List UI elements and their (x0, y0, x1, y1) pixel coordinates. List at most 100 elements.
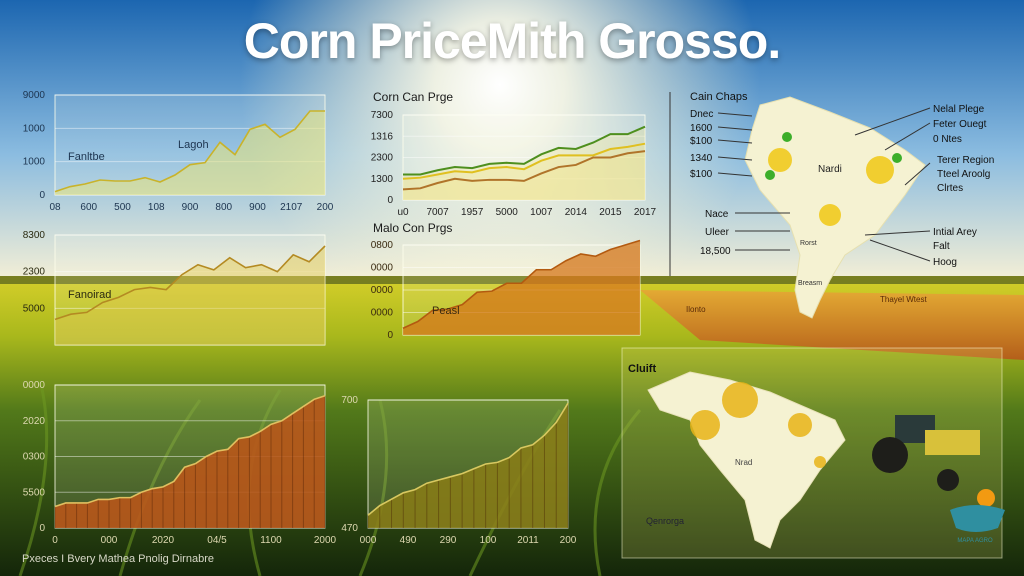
y-tick-label: 2300 (23, 267, 46, 278)
tractor-wheel (872, 437, 908, 473)
y-tick-label: 0000 (371, 285, 394, 296)
y-tick-label: 1316 (371, 131, 394, 142)
x-tick-label: 800 (215, 202, 232, 213)
y-tick-label: 0000 (371, 308, 394, 319)
map-small-label: Ilonto (686, 305, 706, 314)
y-tick-label: 470 (341, 523, 358, 534)
x-tick-label: 500 (114, 202, 131, 213)
brazil-map-panel: Cluift Nrad Qenrorga MAPA AGRO (621, 347, 1005, 559)
callout-line (717, 156, 753, 161)
y-tick-label: 0000 (23, 380, 46, 391)
map-right-label: Nelal Plege (933, 104, 985, 115)
map-right-label: Clrtes (937, 183, 963, 194)
region-highlight (819, 204, 841, 226)
y-tick-label: 1000 (23, 157, 46, 168)
chart-1: 0 1000 1000 9000 08 600 500 108 900 800 900 2107 200… (23, 90, 334, 213)
x-tick-label: 900 (182, 202, 199, 213)
map-small-label: Thayel Wtest (880, 295, 927, 304)
region-highlight-green (765, 170, 775, 180)
data-area (55, 111, 325, 195)
x-tick-label: 08 (49, 202, 61, 213)
y-tick-label: 700 (341, 395, 358, 406)
x-tick-label: 200 (560, 535, 577, 546)
x-tick-label: 900 (249, 202, 266, 213)
y-tick-label: 8300 (23, 230, 46, 241)
y-tick-label: 9000 (23, 90, 46, 101)
callout-line (869, 239, 931, 262)
region-highlight (788, 413, 812, 437)
y-tick-label: 0300 (23, 452, 46, 463)
callout-line (717, 139, 753, 144)
map-right-label: Tteel Aroolg (937, 169, 990, 180)
y-tick-label: 0800 (371, 240, 394, 251)
data-line (54, 245, 326, 321)
chart-annotation: Fanoirad (68, 289, 111, 301)
data-line (367, 402, 569, 516)
x-tick-label: 2000 (314, 535, 337, 546)
chart-2: 5000 2300 8300 Fanoirad (23, 230, 326, 346)
map-right-label: Falt (933, 241, 950, 252)
map-small-label: Breasm (798, 280, 822, 287)
map-left-label: Dnec (690, 109, 713, 120)
x-tick-label: 000 (101, 535, 118, 546)
x-tick-label: 2011 (517, 535, 539, 546)
callout-line (854, 107, 931, 136)
y-tick-label: 5000 (23, 303, 46, 314)
south-america-map: Cain Chaps Dnec 1600 $100 1340 $100 Nace Uleer 1… (669, 91, 994, 319)
x-tick-label: 290 (440, 535, 457, 546)
y-tick-label: 7300 (371, 110, 394, 121)
map-left-label: Uleer (705, 227, 730, 238)
data-area (403, 240, 640, 335)
map-right-label: Hoog (933, 257, 957, 268)
map-left-label: $100 (690, 169, 713, 180)
x-tick-label: 2015 (599, 207, 622, 218)
series-line (402, 142, 646, 180)
logo-field-icon (950, 505, 1005, 532)
logo: MAPA AGRO (950, 489, 1005, 544)
series-area (403, 151, 645, 200)
map-left-label: 1340 (690, 153, 713, 164)
tractor-image (872, 415, 980, 491)
chart-annotation: Lagoh (178, 139, 209, 151)
page-title: Corn PriceMith Grosso. (243, 13, 781, 69)
chart-6: 470 700 000 490 290 100 2011 200 (341, 395, 576, 546)
y-tick-label: 0000 (371, 263, 394, 274)
tractor-wheel (937, 469, 959, 491)
map-left-label: $100 (690, 136, 713, 147)
series-area (403, 126, 645, 200)
x-tick-label: 1100 (260, 535, 282, 546)
y-tick-label: 2020 (23, 416, 46, 427)
y-tick-label: 0 (387, 330, 393, 341)
region-highlight (690, 410, 720, 440)
map-right-label: Intial Arey (933, 227, 977, 238)
callout-line (884, 122, 931, 151)
map-small-label: Rorst (800, 240, 817, 247)
region-highlight (814, 456, 826, 468)
y-tick-label: 0 (39, 523, 45, 534)
map-center-label: Nrad (735, 458, 752, 467)
tractor-body (925, 430, 980, 455)
map-bottom-label: Qenrorga (646, 516, 684, 526)
footer-caption: Pxeces I Bvery Mathea Pnolig Dirnabre (22, 553, 214, 565)
map-right-label: Terer Region (937, 155, 994, 166)
x-tick-label: 2107 (280, 202, 303, 213)
map-title: Cain Chaps (690, 91, 748, 103)
map-left-label: 1600 (690, 123, 713, 134)
map-right-label: Feter Ouegt (933, 119, 987, 130)
x-tick-label: 0 (52, 535, 58, 546)
y-tick-label: 1300 (371, 174, 394, 185)
y-tick-label: 2300 (371, 153, 394, 164)
callout-line (904, 162, 931, 186)
data-line (54, 110, 325, 193)
series-line (402, 150, 646, 191)
data-area (368, 403, 568, 528)
region-highlight-green (782, 132, 792, 142)
map-title: Cluift (628, 363, 656, 375)
map-center-label: Nardi (818, 164, 842, 175)
series-area (403, 143, 645, 200)
x-tick-label: 2017 (634, 207, 657, 218)
chart-title: Malo Con Prgs (373, 221, 452, 235)
chart-annotation: Fanltbe (68, 151, 105, 163)
map-right-label: 0 Ntes (933, 134, 962, 145)
